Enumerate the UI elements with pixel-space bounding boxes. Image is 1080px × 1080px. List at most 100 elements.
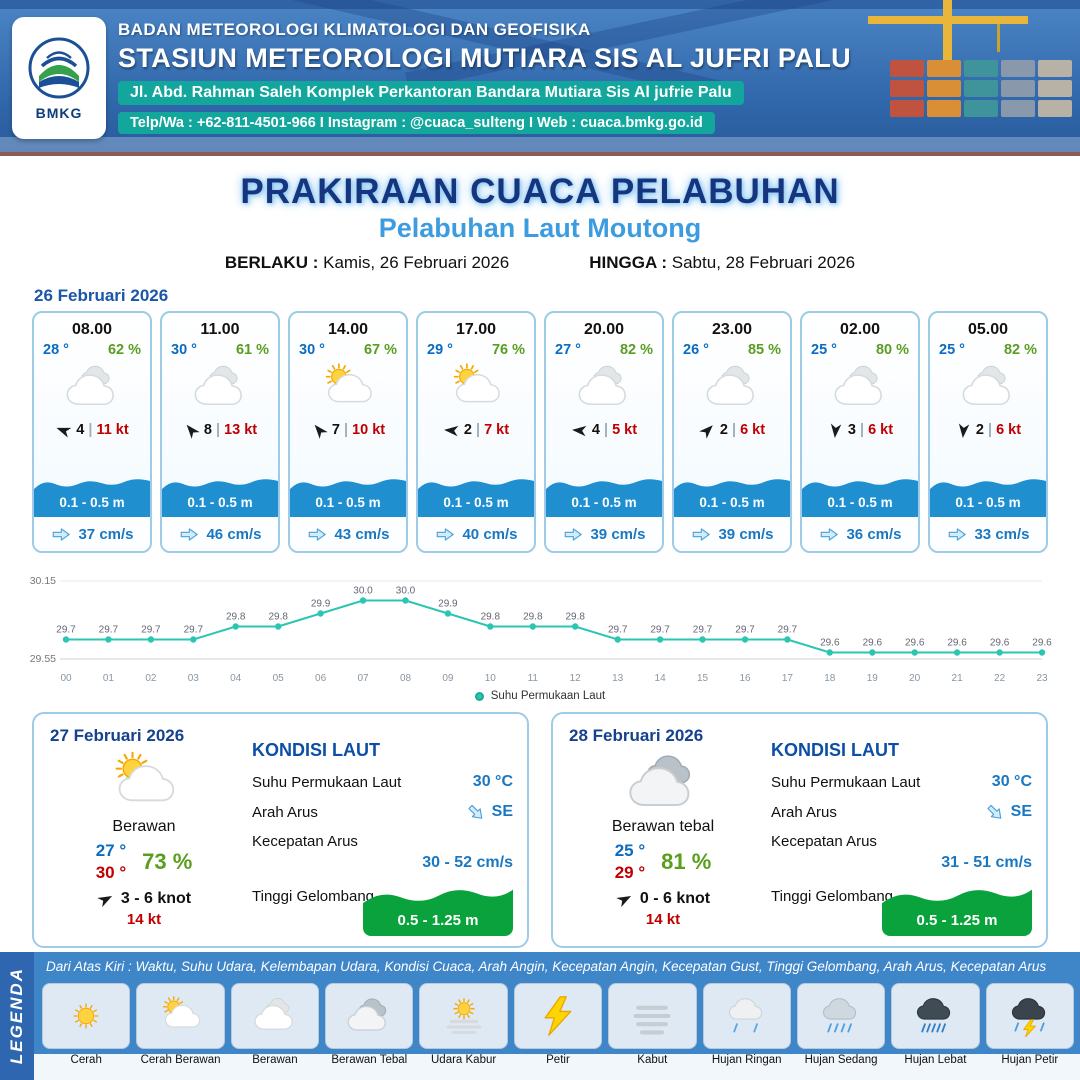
sst-label: Suhu Permukaan Laut — [771, 773, 921, 791]
legend-item-label: Cerah Berawan — [140, 1054, 221, 1066]
daily-date: 27 Februari 2026 — [50, 726, 185, 745]
container-block — [1038, 80, 1072, 97]
svg-text:00: 00 — [60, 673, 72, 684]
legend-item: Cerah Berawan — [136, 983, 225, 1078]
svg-text:29.7: 29.7 — [650, 625, 670, 636]
legend-item: Petir — [513, 983, 603, 1078]
svg-text:12: 12 — [570, 673, 582, 684]
wind-direction-icon — [180, 419, 202, 442]
svg-text:29.7: 29.7 — [778, 625, 798, 636]
svg-text:08: 08 — [400, 673, 412, 684]
current-arrow-icon — [690, 526, 712, 543]
berawan-icon — [230, 983, 320, 1049]
current-speed-value: 30 - 52 cm/s — [422, 854, 513, 871]
sst-value: 30 °C — [472, 773, 513, 790]
weather-icon — [60, 362, 124, 414]
current-row: 43 cm/s — [290, 517, 406, 551]
legend-item-label: Cerah — [70, 1054, 102, 1066]
container-block — [964, 100, 998, 117]
air-temperature: 30 ° — [171, 342, 197, 358]
svg-text:17: 17 — [782, 673, 794, 684]
wave-height-band: 0.1 - 0.5 m — [162, 471, 278, 517]
daily-gust: 14 kt — [645, 911, 681, 928]
relative-humidity: 82 % — [619, 342, 653, 358]
current-speed: 36 cm/s — [846, 525, 902, 543]
relative-humidity: 61 % — [235, 342, 269, 358]
crane-illustration — [943, 0, 952, 66]
daily-wind-range: 3 - 6 knot — [120, 890, 192, 907]
svg-text:22: 22 — [994, 673, 1006, 684]
current-direction-icon — [981, 798, 1009, 826]
current-arrow-icon — [434, 526, 456, 543]
hourly-forecast-card: 14.00 30 ° 67 % 7 | 10 kt 0.1 - 0.5 m 43… — [288, 311, 408, 553]
current-direction-value: SE — [1010, 803, 1032, 820]
separator: | — [860, 422, 865, 438]
separator: | — [476, 422, 481, 438]
current-direction-icon — [462, 798, 490, 826]
legend-item: Hujan Ringan — [702, 983, 791, 1078]
svg-text:04: 04 — [230, 673, 242, 684]
forecast-time: 08.00 — [71, 321, 113, 338]
wave-height-value: 0.1 - 0.5 m — [443, 495, 509, 510]
weather-icon — [572, 362, 636, 414]
relative-humidity: 85 % — [747, 342, 781, 358]
svg-text:29.55: 29.55 — [30, 653, 56, 665]
hourly-forecast-card: 02.00 25 ° 80 % 3 | 6 kt 0.1 - 0.5 m 36 … — [800, 311, 920, 553]
hourly-forecast-card: 05.00 25 ° 82 % 2 | 6 kt 0.1 - 0.5 m 33 … — [928, 311, 1048, 553]
legend-items-row: Cerah Cerah Berawan Berawan Berawan Teba… — [42, 983, 1074, 1078]
hourly-cards-row: 08.00 28 ° 62 % 4 | 11 kt 0.1 - 0.5 m 37… — [0, 311, 1080, 553]
wave-height-band: 0.1 - 0.5 m — [34, 471, 150, 517]
hingga-value: Sabtu, 28 Februari 2026 — [671, 253, 856, 272]
wave-height-band: 0.1 - 0.5 m — [930, 471, 1046, 517]
wind-gust: 10 kt — [352, 422, 386, 438]
wind-direction-icon — [94, 888, 116, 909]
sst-chart-section: 30.15 29.55 29.7 00 29.7 01 29.7 02 29.7 03 29.8 04… — [24, 563, 1056, 702]
svg-text:06: 06 — [315, 673, 327, 684]
wind-gust: 13 kt — [224, 422, 258, 438]
page-title: PRAKIRAAN CUACA PELABUHAN — [240, 172, 840, 211]
header-text-block: BADAN METEOROLOGI KLIMATOLOGI DAN GEOFIS… — [118, 20, 851, 134]
hujan-ringan-icon — [702, 983, 791, 1049]
svg-text:10: 10 — [485, 673, 497, 684]
svg-text:21: 21 — [952, 673, 964, 684]
svg-text:29.7: 29.7 — [141, 625, 161, 636]
legend-item-label: Hujan Ringan — [711, 1054, 782, 1066]
wind-speed: 7 — [331, 422, 340, 438]
daily-temp-min: 25 ° — [614, 841, 646, 860]
current-row: 40 cm/s — [418, 517, 534, 551]
svg-text:05: 05 — [273, 673, 285, 684]
daily-gust: 14 kt — [126, 911, 162, 928]
svg-text:29.6: 29.6 — [905, 638, 925, 649]
hujan-petir-icon — [985, 983, 1074, 1049]
current-row: 39 cm/s — [674, 517, 790, 551]
daily-forecast-card: 28 Februari 2026 Berawan tebal 25 ° 29 °… — [551, 712, 1048, 948]
current-speed: 40 cm/s — [462, 525, 518, 543]
svg-text:29.7: 29.7 — [184, 625, 204, 636]
svg-text:03: 03 — [188, 673, 200, 684]
daily-humidity: 73 % — [142, 849, 193, 874]
current-speed: 39 cm/s — [590, 525, 646, 543]
wind-speed: 2 — [463, 422, 472, 438]
forecast-time: 14.00 — [327, 321, 369, 338]
current-arrow-icon — [818, 526, 840, 543]
wind-speed: 2 — [975, 422, 984, 438]
daily-cards-row: 27 Februari 2026 Berawan 27 ° 30 ° 73 % … — [0, 702, 1080, 948]
wind-speed: 3 — [847, 422, 856, 438]
bmkg-logo-text: BMKG — [35, 104, 83, 121]
udara-kabur-icon — [419, 983, 508, 1049]
current-speed-value: 31 - 51 cm/s — [941, 854, 1032, 871]
cerah-icon — [42, 983, 131, 1049]
container-block — [964, 80, 998, 97]
svg-text:29.6: 29.6 — [990, 638, 1010, 649]
hourly-forecast-card: 11.00 30 ° 61 % 8 | 13 kt 0.1 - 0.5 m 46… — [160, 311, 280, 553]
legend-item: Udara Kabur — [419, 983, 508, 1078]
forecast-time: 02.00 — [839, 321, 881, 338]
current-arrow-icon — [306, 526, 328, 543]
container-block — [890, 60, 924, 77]
svg-text:29.6: 29.6 — [863, 638, 883, 649]
validity-row: BERLAKU : Kamis, 26 Februari 2026 HINGGA… — [0, 253, 1080, 273]
daily-wind-range: 0 - 6 knot — [639, 890, 711, 907]
hourly-forecast-card: 23.00 26 ° 85 % 2 | 6 kt 0.1 - 0.5 m 39 … — [672, 311, 792, 553]
wave-height-value: 0.1 - 0.5 m — [571, 495, 637, 510]
svg-text:29.6: 29.6 — [947, 638, 967, 649]
